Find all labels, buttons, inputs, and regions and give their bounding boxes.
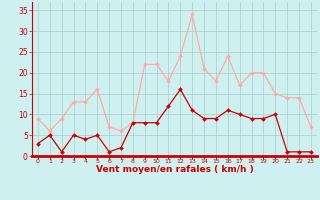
X-axis label: Vent moyen/en rafales ( km/h ): Vent moyen/en rafales ( km/h ) <box>96 165 253 174</box>
